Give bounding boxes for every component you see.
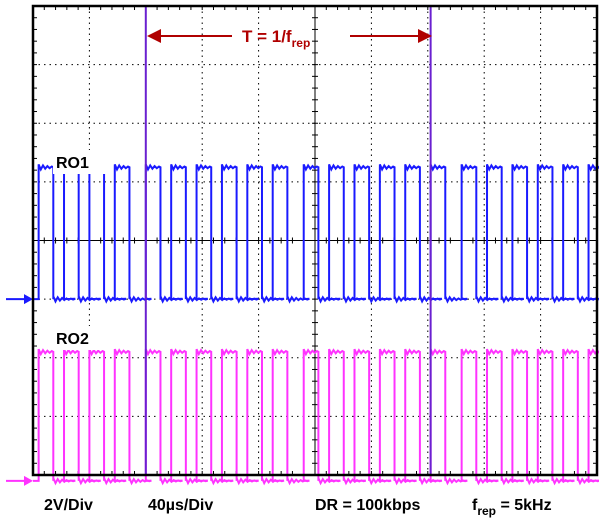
period-label: T = 1/frep	[242, 27, 310, 50]
trace-ro2	[33, 348, 599, 486]
period-arrowhead-left	[147, 29, 161, 43]
data-rate: DR = 100kbps	[315, 497, 420, 514]
plot-frame	[31, 4, 599, 477]
channel-markers	[6, 294, 33, 486]
period-arrowhead-right	[418, 29, 432, 43]
time-cursors	[144, 6, 432, 475]
time-per-div: 40µs/Div	[148, 497, 213, 514]
ro1-label-box	[53, 150, 107, 174]
frep-value: frep = 5kHz	[472, 497, 552, 518]
trace-ro1	[33, 163, 599, 304]
ro1-label: RO1	[56, 155, 89, 172]
waveform-traces	[33, 163, 599, 486]
volts-per-div: 2V/Div	[44, 497, 93, 514]
ro2-label: RO2	[56, 331, 89, 348]
period-annotation: T = 1/frep	[147, 27, 432, 50]
channel-marker-arrow-1	[24, 294, 33, 305]
channel-marker-arrow-2	[24, 475, 33, 486]
ro2-label-box	[53, 326, 107, 350]
